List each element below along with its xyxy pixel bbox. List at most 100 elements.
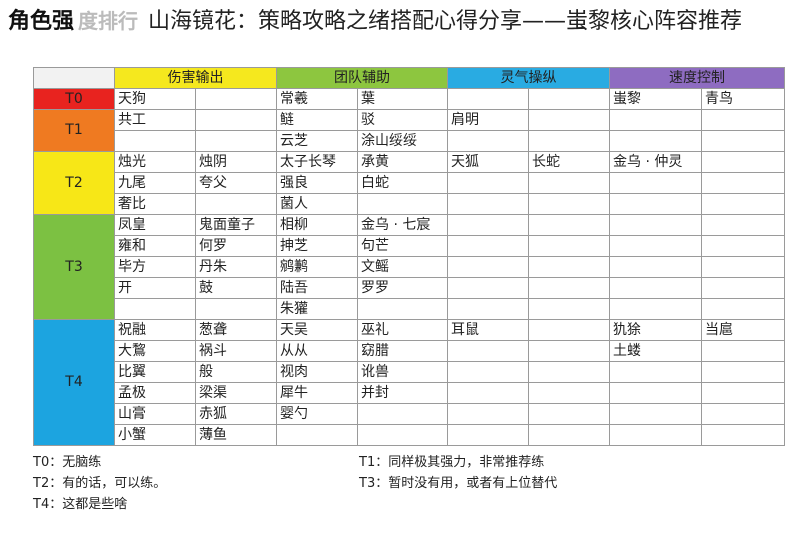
- table-row: 孟极 梁渠 犀牛 并封: [34, 382, 785, 404]
- character-cell: 祝融: [114, 319, 196, 341]
- character-cell: [609, 403, 702, 425]
- character-cell: 菌人: [276, 193, 358, 215]
- character-cell: [609, 424, 702, 446]
- character-cell: [447, 172, 529, 194]
- character-cell: [528, 172, 610, 194]
- character-cell: [447, 424, 529, 446]
- character-cell: 奢比: [114, 193, 196, 215]
- character-cell: [701, 298, 785, 320]
- character-cell: 何罗: [195, 235, 277, 257]
- character-cell: 当扈: [701, 319, 785, 341]
- character-cell: [195, 109, 277, 131]
- character-cell: [357, 193, 448, 215]
- character-cell: [195, 130, 277, 152]
- character-cell: 葉: [357, 88, 448, 110]
- character-cell: [447, 193, 529, 215]
- character-cell: 烛阴: [195, 151, 277, 173]
- character-cell: [701, 403, 785, 425]
- character-cell: [701, 277, 785, 299]
- character-cell: [701, 235, 785, 257]
- table-row: 雍和 何罗 抻芝 句芒: [34, 235, 785, 257]
- character-cell: 强良: [276, 172, 358, 194]
- character-cell: [609, 193, 702, 215]
- character-cell: 共工: [114, 109, 196, 131]
- legend-t3: T3：暂时没有用，或者有上位替代: [359, 476, 558, 491]
- table-row: T0 天狗 常羲葉 蚩黎 青鸟: [33, 88, 785, 110]
- character-cell: 涂山绥绥: [357, 130, 448, 152]
- character-cell: [528, 403, 610, 425]
- table-row: 朱獾: [34, 298, 785, 320]
- title-lead: 角色强: [8, 9, 75, 34]
- character-cell: [528, 382, 610, 404]
- group-header-1: 伤害输出: [114, 67, 277, 89]
- character-cell: [447, 298, 529, 320]
- title-headline: 山海镜花：策略攻略之绪搭配心得分享——蚩黎核心阵容推荐: [148, 9, 743, 34]
- character-cell: [447, 256, 529, 278]
- group-header-corner: [33, 67, 115, 89]
- character-cell: [447, 277, 529, 299]
- character-cell: 云芝: [276, 130, 358, 152]
- character-cell: [357, 424, 448, 446]
- character-cell: [701, 340, 785, 362]
- character-cell: [701, 172, 785, 194]
- character-cell: 比翼: [114, 361, 196, 383]
- character-cell: 抻芝: [276, 235, 358, 257]
- character-cell: 小蟹: [114, 424, 196, 446]
- character-cell: 天狗: [114, 88, 196, 110]
- character-cell: 婴勺: [276, 403, 358, 425]
- character-cell: [528, 193, 610, 215]
- table-row: 毕方 丹朱 鹓鹣 文鳐: [34, 256, 785, 278]
- character-cell: 大鵹: [114, 340, 196, 362]
- character-cell: [609, 298, 702, 320]
- character-cell: 毕方: [114, 256, 196, 278]
- character-cell: 凤皇: [114, 214, 196, 236]
- tier-table-container: 伤害输出 团队辅助 灵气操纵 速度控制 T0 天狗 常羲葉 蚩黎 青鸟 T1 共工 鲢驳肩明 云芝 涂山…: [33, 67, 785, 446]
- character-cell: [609, 109, 702, 131]
- character-cell: [701, 424, 785, 446]
- character-cell: [447, 214, 529, 236]
- title-lead-ghost: 度排行: [78, 9, 139, 33]
- tier-label-t0: T0: [33, 88, 115, 110]
- character-cell: 巫礼: [357, 319, 448, 341]
- character-cell: [528, 130, 610, 152]
- character-cell: [609, 235, 702, 257]
- character-cell: 山膏: [114, 403, 196, 425]
- character-cell: 祸斗: [195, 340, 277, 362]
- table-row: 奢比 菌人: [34, 193, 785, 215]
- character-cell: [701, 151, 785, 173]
- character-cell: [114, 298, 196, 320]
- character-cell: [528, 277, 610, 299]
- character-cell: [701, 130, 785, 152]
- character-cell: [701, 214, 785, 236]
- table-row: T1 共工 鲢驳肩明: [33, 109, 785, 152]
- tier-label-t3: T3: [33, 214, 115, 320]
- character-cell: 相柳: [276, 214, 358, 236]
- character-cell: 犰狳: [609, 319, 702, 341]
- character-cell: 鹓鹣: [276, 256, 358, 278]
- legend-t0: T0：无脑练: [33, 455, 102, 470]
- character-cell: 开: [114, 277, 196, 299]
- character-cell: 烛光: [114, 151, 196, 173]
- character-cell: [701, 361, 785, 383]
- character-cell: 句芒: [357, 235, 448, 257]
- character-cell: 金乌 · 七宸: [357, 214, 448, 236]
- tier-table: 伤害输出 团队辅助 灵气操纵 速度控制 T0 天狗 常羲葉 蚩黎 青鸟 T1 共工 鲢驳肩明 云芝 涂山…: [33, 67, 785, 446]
- page-title: 角色强 度排行 山海镜花：策略攻略之绪搭配心得分享——蚩黎核心阵容推荐: [8, 4, 798, 44]
- character-cell: 葱聋: [195, 319, 277, 341]
- character-cell: 罗罗: [357, 277, 448, 299]
- character-cell: [528, 298, 610, 320]
- character-cell: [609, 256, 702, 278]
- character-cell: 太子长琴: [276, 151, 358, 173]
- character-cell: 讹兽: [357, 361, 448, 383]
- character-cell: 土蝼: [609, 340, 702, 362]
- character-cell: 常羲: [276, 88, 358, 110]
- character-cell: [528, 340, 610, 362]
- character-cell: 赤狐: [195, 403, 277, 425]
- legend-t4: T4：这都是些啥: [33, 497, 128, 512]
- character-cell: 天狐: [447, 151, 529, 173]
- character-cell: [701, 109, 785, 131]
- character-cell: 文鳐: [357, 256, 448, 278]
- character-cell: 鲢: [276, 109, 358, 131]
- character-cell: [609, 361, 702, 383]
- character-cell: [528, 256, 610, 278]
